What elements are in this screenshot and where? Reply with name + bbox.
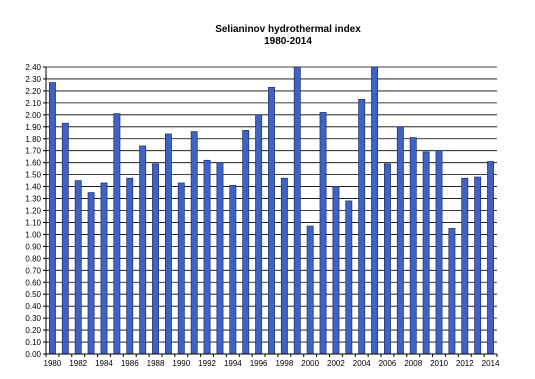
- bar-1990: [177, 182, 185, 355]
- y-tick-label: 1.70: [25, 147, 41, 156]
- y-tick-label: 0.30: [25, 314, 41, 323]
- x-tick-label: 2006: [379, 359, 397, 368]
- bar-2006: [384, 163, 391, 355]
- x-tick-label: 1998: [275, 359, 293, 368]
- chart-title: Selianinov hydrothermal index: [215, 24, 361, 35]
- x-tick-label: 2000: [301, 359, 319, 368]
- bar-2005: [371, 66, 379, 355]
- y-tick-label: 2.40: [25, 63, 41, 72]
- y-tick-label: 0.70: [25, 266, 41, 275]
- bar-1983: [87, 192, 95, 355]
- bar-1982: [74, 180, 82, 355]
- y-tick-label: 1.10: [25, 218, 41, 227]
- x-tick-label: 1996: [250, 359, 268, 368]
- bars: [49, 66, 494, 355]
- bar-1987: [139, 145, 147, 355]
- bar-2002: [332, 186, 340, 355]
- bar-2011: [448, 228, 456, 355]
- y-tick-label: 1.00: [25, 230, 41, 239]
- bar-2010: [435, 150, 443, 355]
- x-tick-label: 2010: [430, 359, 448, 368]
- y-tick-label: 2.30: [25, 75, 41, 84]
- bar-2013: [474, 176, 482, 355]
- bar-1997: [268, 86, 275, 355]
- bar-1999: [293, 66, 301, 355]
- y-tick-label: 1.60: [25, 159, 41, 168]
- y-tick-label: 0.50: [25, 290, 41, 299]
- bar-1986: [126, 177, 134, 355]
- bar-1993: [216, 162, 224, 355]
- y-tick-label: 2.00: [25, 111, 41, 120]
- y-tick-label: 2.10: [25, 99, 41, 108]
- x-tick-label: 2014: [482, 359, 500, 368]
- bar-2009: [422, 151, 430, 355]
- bar-1985: [113, 113, 121, 355]
- x-tick-label: 1980: [44, 359, 62, 368]
- x-tick-label: 1988: [147, 359, 165, 368]
- y-tick-label: 0.80: [25, 254, 41, 263]
- bar-2014: [487, 161, 494, 355]
- y-tick-label: 0.20: [25, 326, 41, 335]
- x-tick-label: 2008: [404, 359, 422, 368]
- bar-2004: [358, 98, 366, 355]
- bar-1995: [242, 130, 250, 355]
- y-tick-label: 2.20: [25, 87, 41, 96]
- bar-2008: [409, 137, 417, 355]
- x-tick-label: 1990: [172, 359, 190, 368]
- bar-1991: [190, 131, 198, 355]
- bar-2000: [306, 225, 314, 355]
- y-tick-label: 1.20: [25, 207, 41, 216]
- x-tick-label: 1982: [69, 359, 87, 368]
- bar-1998: [280, 177, 288, 355]
- bar-2001: [319, 112, 327, 355]
- x-tick-label: 2004: [353, 359, 371, 368]
- x-tick-label: 2012: [456, 359, 474, 368]
- y-tick-label: 0.60: [25, 278, 41, 287]
- x-tick-label: 1992: [198, 359, 216, 368]
- bar-1988: [152, 163, 159, 355]
- y-tick-label: 1.80: [25, 135, 41, 144]
- bar-1989: [164, 133, 172, 355]
- chart-subtitle: 1980-2014: [264, 36, 312, 47]
- y-tick-label: 0.10: [25, 338, 41, 347]
- y-axis-ticks: 0.00 0.10 0.20 0.30 0.40 0.50 0.60 0.70 0.80 0.90…: [25, 63, 46, 359]
- bar-1994: [229, 185, 237, 355]
- y-tick-label: 0.90: [25, 242, 41, 251]
- x-tick-label: 1984: [95, 359, 113, 368]
- x-axis-ticks: 1980 1982 1984 1986 1988 1990 1992 1994 1996 1998…: [44, 354, 500, 368]
- y-tick-label: 1.30: [25, 195, 41, 204]
- y-tick-label: 1.90: [25, 123, 41, 132]
- y-tick-label: 1.50: [25, 171, 41, 180]
- x-tick-label: 2002: [327, 359, 345, 368]
- y-tick-label: 1.40: [25, 183, 41, 192]
- bar-1980: [49, 82, 56, 355]
- bar-1996: [255, 114, 263, 355]
- bar-2012: [461, 177, 469, 355]
- y-tick-label: 0.40: [25, 302, 41, 311]
- bar-1984: [100, 182, 108, 355]
- bar-1992: [203, 159, 211, 355]
- bar-1981: [61, 122, 69, 355]
- x-tick-label: 1994: [224, 359, 242, 368]
- bar-2003: [345, 200, 353, 355]
- x-tick-label: 1986: [121, 359, 139, 368]
- bar-2007: [396, 126, 404, 355]
- y-tick-label: 0.00: [25, 350, 41, 359]
